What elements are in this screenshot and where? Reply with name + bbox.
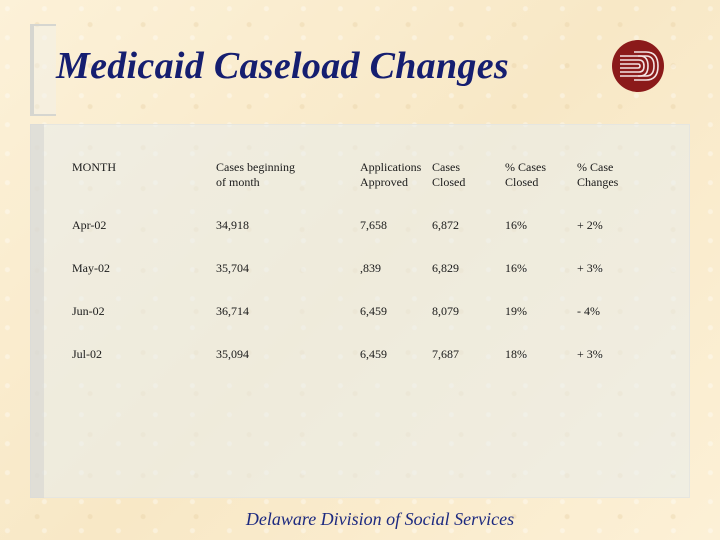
agency-seal-icon <box>612 40 664 92</box>
table-cell-pct-cases-closed: 16% <box>505 261 527 275</box>
column-header-applications-approved: Approved <box>360 175 408 189</box>
column-header-pct-case-changes: Changes <box>577 175 619 189</box>
table-cell-pct-case-changes: + 3% <box>577 347 603 361</box>
table-cell-month: Jun-02 <box>72 304 105 318</box>
column-header-pct-cases-closed: Closed <box>505 175 539 189</box>
table-cell-cases-beginning: 34,918 <box>216 218 249 232</box>
table-cell-cases-closed: 8,079 <box>432 304 459 318</box>
panel-edge-decoration <box>30 124 44 498</box>
column-header-cases-beginning: Cases beginning <box>216 160 295 174</box>
table-cell-cases-beginning: 35,094 <box>216 347 249 361</box>
table-cell-pct-case-changes: + 2% <box>577 218 603 232</box>
table-cell-month: Jul-02 <box>72 347 102 361</box>
table-cell-pct-cases-closed: 16% <box>505 218 527 232</box>
table-cell-applications-approved: 6,459 <box>360 347 387 361</box>
column-header-cases-closed: Cases <box>432 160 460 174</box>
table-cell-pct-case-changes: + 3% <box>577 261 603 275</box>
table-cell-pct-case-changes: - 4% <box>577 304 600 318</box>
title-bracket-decoration <box>30 24 56 116</box>
table-cell-applications-approved: 6,459 <box>360 304 387 318</box>
table-cell-applications-approved: 7,658 <box>360 218 387 232</box>
footer-agency-name: Delaware Division of Social Services <box>245 509 515 529</box>
table-cell-cases-beginning: 36,714 <box>216 304 249 318</box>
table-cell-applications-approved: ,839 <box>360 261 381 275</box>
column-header-month: MONTH <box>72 160 116 174</box>
table-cell-pct-cases-closed: 19% <box>505 304 527 318</box>
column-header-pct-case-changes: % Case <box>577 160 614 174</box>
table-cell-cases-closed: 6,829 <box>432 261 459 275</box>
page-title: Medicaid Caseload Changes <box>56 45 509 87</box>
table-cell-cases-beginning: 35,704 <box>216 261 249 275</box>
table-cell-cases-closed: 6,872 <box>432 218 459 232</box>
table-cell-cases-closed: 7,687 <box>432 347 459 361</box>
column-header-cases-closed: Closed <box>432 175 466 189</box>
table-panel <box>30 124 690 498</box>
column-header-pct-cases-closed: % Cases <box>505 160 546 174</box>
table-cell-month: Apr-02 <box>72 218 107 232</box>
column-header-applications-approved: Applications <box>360 160 422 174</box>
column-header-cases-beginning: of month <box>216 175 260 189</box>
table-cell-month: May-02 <box>72 261 110 275</box>
table-cell-pct-cases-closed: 18% <box>505 347 527 361</box>
